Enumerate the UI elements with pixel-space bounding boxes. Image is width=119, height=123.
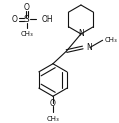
Text: CH₃: CH₃ xyxy=(104,37,117,43)
Text: O: O xyxy=(50,99,56,108)
Text: N: N xyxy=(78,29,84,38)
Text: N: N xyxy=(86,43,92,52)
Text: S: S xyxy=(24,15,30,24)
Text: OH: OH xyxy=(41,15,53,24)
Text: CH₃: CH₃ xyxy=(20,31,33,37)
Text: O: O xyxy=(24,3,30,12)
Text: O: O xyxy=(12,15,18,24)
Text: CH₃: CH₃ xyxy=(47,116,59,122)
